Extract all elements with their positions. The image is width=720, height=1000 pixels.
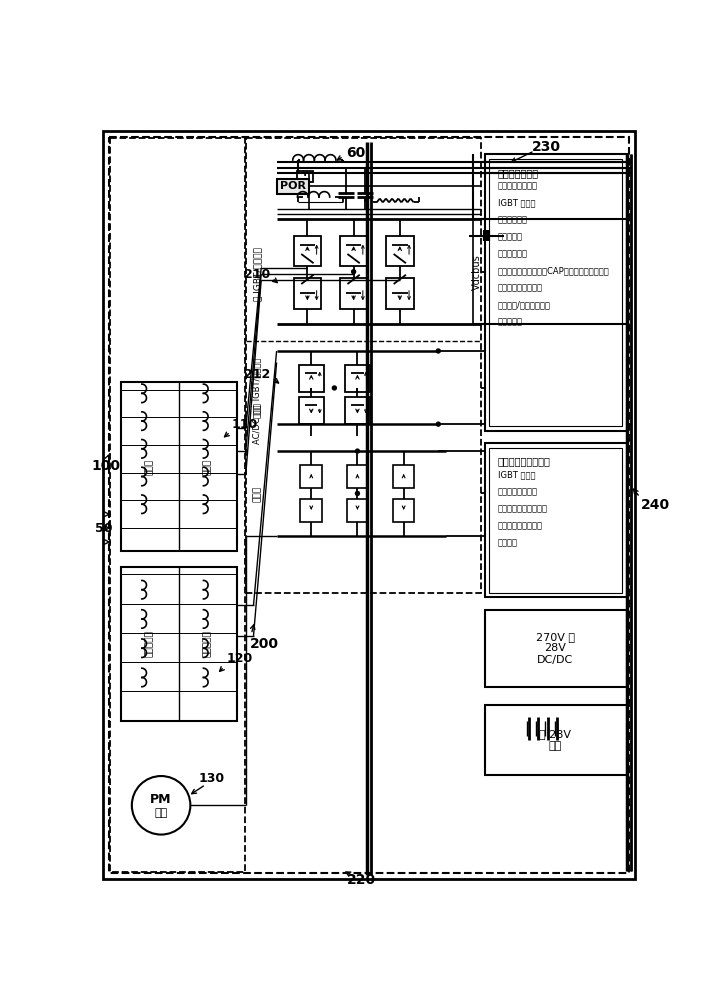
- Text: 励磁机转子: 励磁机转子: [145, 630, 154, 657]
- Bar: [393, 499, 415, 522]
- Text: 电流和电压感测；: 电流和电压感测；: [498, 487, 538, 496]
- Bar: [246, 138, 481, 593]
- Text: IGBT 驱动；: IGBT 驱动；: [498, 199, 535, 208]
- Bar: [297, 171, 312, 182]
- Bar: [346, 499, 368, 522]
- Bar: [294, 278, 321, 309]
- Text: 至 28V
电池: 至 28V 电池: [539, 729, 572, 751]
- Text: 270V 至
28V
DC/DC: 270V 至 28V DC/DC: [536, 632, 575, 665]
- Text: 50: 50: [94, 522, 112, 535]
- Bar: [340, 278, 367, 309]
- Text: 130: 130: [198, 772, 224, 785]
- Bar: [346, 465, 368, 488]
- Text: 主定子: 主定子: [203, 458, 212, 475]
- Text: PM: PM: [150, 793, 172, 806]
- Text: 励磁机定子: 励磁机定子: [203, 630, 212, 657]
- Text: 240: 240: [641, 498, 670, 512]
- Text: 230: 230: [531, 140, 561, 154]
- Text: POR: POR: [280, 181, 306, 191]
- Bar: [489, 448, 622, 593]
- Text: 60: 60: [346, 146, 365, 160]
- Bar: [121, 382, 237, 551]
- Circle shape: [436, 348, 441, 354]
- Text: 主 IGBT/二极管桥: 主 IGBT/二极管桥: [253, 247, 262, 301]
- Text: 212: 212: [244, 368, 271, 381]
- Bar: [345, 365, 370, 392]
- Circle shape: [355, 491, 360, 496]
- Text: 200: 200: [250, 637, 279, 651]
- Text: 回路补偿；: 回路补偿；: [498, 232, 523, 241]
- Bar: [299, 365, 323, 392]
- Text: 主转子: 主转子: [145, 458, 154, 475]
- Text: 励磁机磁场调节控制；: 励磁机磁场调节控制；: [498, 504, 548, 513]
- Bar: [276, 179, 309, 194]
- Bar: [485, 443, 627, 597]
- Text: 转子: 转子: [155, 808, 168, 818]
- Text: IGBT 驱动；: IGBT 驱动；: [498, 470, 535, 479]
- Bar: [299, 397, 323, 424]
- Bar: [485, 610, 627, 687]
- Bar: [300, 499, 322, 522]
- Text: 励磁机数字控制组；: 励磁机数字控制组；: [498, 456, 551, 466]
- Text: 主数字控制组件: 主数字控制组件: [498, 168, 539, 178]
- Text: 电源向控制；: 电源向控制；: [498, 215, 528, 224]
- Bar: [345, 397, 370, 424]
- Circle shape: [351, 269, 356, 274]
- Bar: [386, 235, 414, 266]
- Bar: [294, 235, 321, 266]
- Text: Vdcbus: Vdcbus: [472, 254, 482, 290]
- Circle shape: [132, 776, 190, 835]
- Bar: [110, 138, 245, 872]
- Text: 保护位。: 保护位。: [498, 538, 518, 547]
- Circle shape: [355, 448, 360, 454]
- Text: 整流器: 整流器: [253, 485, 262, 502]
- Bar: [485, 154, 627, 431]
- Bar: [489, 158, 622, 426]
- Text: 转子位置/速度观察器；: 转子位置/速度观察器；: [498, 300, 551, 309]
- Text: 转速滤波器电容器；: 转速滤波器电容器；: [498, 283, 543, 292]
- Text: 120: 120: [227, 652, 253, 666]
- Text: 自励磁场助动控制；: 自励磁场助动控制；: [498, 521, 543, 530]
- Text: 100: 100: [91, 460, 120, 474]
- Text: 励磁机 IGBT/二极管桥: 励磁机 IGBT/二极管桥: [253, 358, 262, 418]
- Bar: [121, 567, 237, 721]
- Bar: [386, 278, 414, 309]
- Circle shape: [332, 385, 337, 391]
- Bar: [393, 465, 415, 488]
- Circle shape: [436, 421, 441, 427]
- Text: AC/DC 统组: AC/DC 统组: [253, 404, 262, 444]
- Text: 电流和电压感测；: 电流和电压感测；: [498, 182, 538, 191]
- Text: 保护和位。: 保护和位。: [498, 317, 523, 326]
- Text: 动定向控制；: 动定向控制；: [498, 249, 528, 258]
- Text: 220: 220: [347, 873, 376, 887]
- Text: 110: 110: [232, 418, 258, 431]
- Bar: [485, 705, 627, 775]
- Bar: [300, 465, 322, 488]
- Text: 210: 210: [244, 267, 271, 280]
- Bar: [340, 235, 367, 266]
- Text: 软启动滤波器电容器（CAP）充电接触器控制；: 软启动滤波器电容器（CAP）充电接触器控制；: [498, 266, 609, 275]
